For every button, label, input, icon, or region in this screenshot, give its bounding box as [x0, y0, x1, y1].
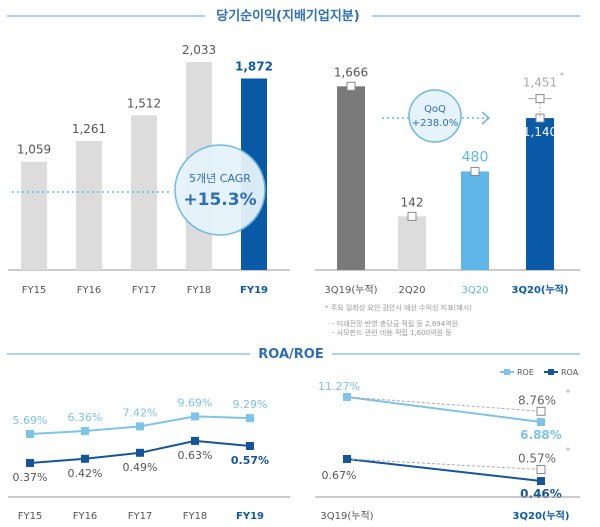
point-ROE [191, 412, 199, 421]
point-ROE [537, 418, 545, 427]
adjusted-point [536, 406, 546, 416]
point-ROA [191, 436, 199, 445]
point-label: 6.36% [68, 411, 103, 424]
bar-value-label: 1,666 [334, 65, 368, 79]
bar-marker [535, 113, 545, 123]
bar-value-label: 1,261 [72, 122, 106, 136]
section-title: ROA/ROE [258, 347, 323, 362]
cagr-bubble [174, 144, 266, 236]
legend-marker [548, 369, 554, 375]
point-label: 6.88% [520, 428, 562, 442]
x-tick-label: FY18 [183, 511, 208, 522]
x-tick-label: FY19 [240, 285, 268, 296]
line-ROA [346, 458, 542, 483]
bar-value-label: 1,059 [17, 143, 51, 157]
bar-FY16 [76, 140, 102, 270]
point-ROE [343, 393, 351, 401]
bar-FY15 [21, 161, 47, 270]
point-ROA [81, 454, 89, 463]
legend-label: ROE [517, 368, 534, 377]
point-label: 0.49% [123, 461, 158, 474]
adjusted-line-ROA [346, 458, 542, 470]
x-tick-label: FY15 [18, 511, 43, 522]
footnote: - 사모펀드 관련 비용 적립 1,600억원 등 [332, 328, 452, 337]
point-ROA [537, 477, 545, 486]
asterisk: * [566, 388, 571, 398]
legend-label: ROA [561, 368, 579, 377]
cagr-value: +15.3% [183, 190, 256, 210]
x-tick-label: 3Q20 [462, 285, 489, 296]
point-ROE [246, 414, 254, 423]
bar-value-label: 480 [462, 149, 489, 165]
qoq-label: QoQ [424, 104, 446, 115]
point-label: 9.69% [178, 396, 213, 409]
point-ROA [343, 455, 351, 463]
arrow-head-icon [481, 111, 491, 125]
adjusted-label: 8.76% [518, 393, 556, 407]
bar-marker [470, 166, 480, 176]
bar-3Q19(누적) [337, 86, 365, 270]
point-ROE [81, 427, 89, 436]
point-label: 11.27% [318, 380, 360, 393]
x-tick-label: 3Q20(누적) [512, 283, 569, 296]
bar-value-label: 2,033 [182, 43, 216, 57]
adjusted-marker [535, 94, 545, 104]
point-ROE [136, 422, 144, 431]
bar-value-label: 1,140 [523, 125, 557, 139]
x-tick-label: FY16 [73, 511, 98, 522]
x-tick-label: FY17 [128, 511, 153, 522]
legend-marker [504, 369, 510, 375]
point-label: 0.42% [68, 467, 103, 480]
x-tick-label: FY19 [236, 511, 264, 522]
point-label: 0.37% [13, 471, 48, 484]
x-tick-label: 3Q20(누적) [513, 509, 570, 522]
x-tick-label: FY18 [187, 285, 212, 296]
x-tick-label: 2Q20 [399, 285, 426, 296]
bar-3Q20 [461, 171, 489, 270]
section-title: 당기순이익(지배기업지분) [216, 8, 359, 24]
point-label: 0.63% [178, 449, 213, 462]
point-label: 5.69% [13, 414, 48, 427]
adjusted-point [536, 465, 546, 474]
point-label: 0.46% [520, 487, 562, 501]
point-ROA [26, 459, 34, 467]
adjusted-line-ROE [346, 396, 542, 412]
point-label: 7.42% [123, 406, 158, 419]
bar-value-label: 1,872 [235, 59, 273, 73]
x-tick-label: FY15 [22, 285, 47, 296]
bar-value-label: 142 [401, 195, 424, 209]
footnote: - 미래전망 반영 충당금 적립 등 2,694억원 [332, 319, 458, 328]
x-tick-label: FY16 [77, 285, 102, 296]
point-label: 0.57% [231, 454, 269, 467]
point-label: 9.29% [233, 398, 268, 411]
x-tick-label: FY17 [132, 285, 157, 296]
bar-2Q20 [398, 216, 426, 270]
bar-marker [407, 211, 417, 221]
asterisk: * [566, 447, 571, 457]
asterisk: * [560, 72, 565, 82]
qoq-value: +238.0% [412, 118, 459, 129]
bar-3Q20(누적) [526, 118, 554, 270]
line-ROE [346, 396, 542, 424]
adjusted-value-label: 1,451 [523, 76, 557, 90]
cagr-label: 5개년 CAGR [189, 172, 251, 185]
point-label: 0.67% [322, 469, 357, 482]
point-ROA [136, 448, 144, 457]
x-tick-label: 3Q19(누적) [320, 510, 373, 522]
x-tick-label: 3Q19(누적) [324, 284, 377, 296]
footnote: * 주요 일회성 요인 감안시 예상 수익성 지표(예시) [325, 303, 472, 312]
point-ROA [246, 442, 254, 450]
bar-value-label: 1,512 [127, 96, 161, 110]
point-ROE [26, 430, 34, 438]
qoq-bubble [408, 89, 462, 143]
bar-marker [346, 81, 356, 91]
adjusted-label: 0.57% [518, 452, 556, 466]
